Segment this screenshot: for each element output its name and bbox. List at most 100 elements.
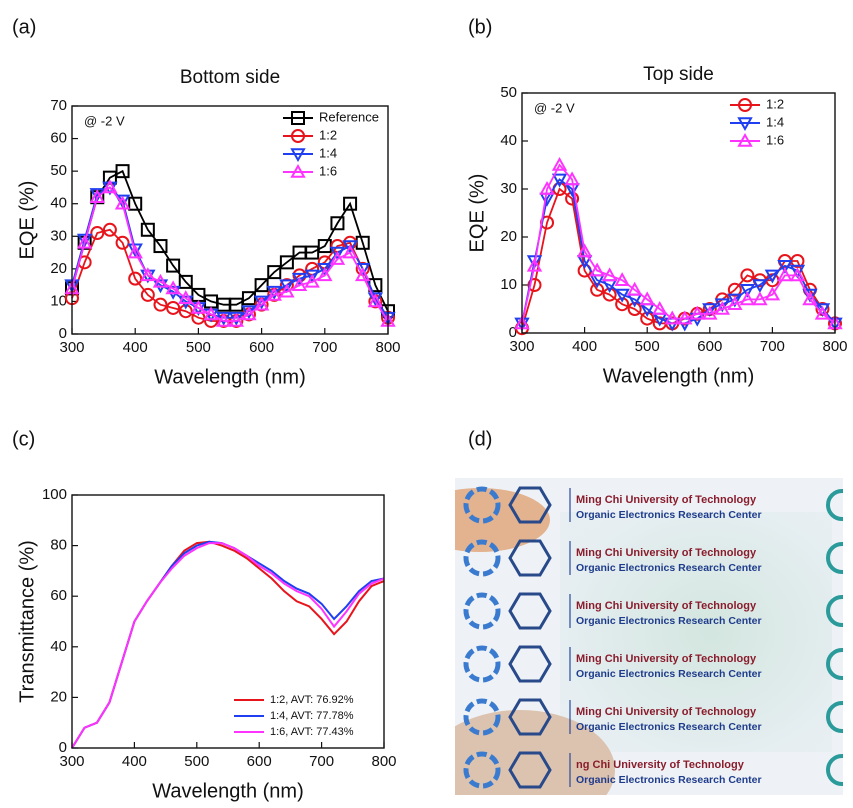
legend-label: 1:6, AVT: 77.43% (270, 726, 354, 738)
marker (115, 235, 130, 250)
logo-ring (826, 648, 843, 680)
x-tick-label: 300 (509, 338, 534, 355)
marker (652, 300, 668, 315)
y-axis-label: Transmittance (%) (16, 540, 38, 703)
marker (190, 299, 207, 314)
legend-label: 1:6 (766, 132, 784, 147)
x-tick-label: 400 (572, 338, 597, 355)
logo-hex (508, 486, 552, 524)
legend-marker (290, 163, 306, 178)
marker (266, 286, 282, 301)
y-tick-label: 30 (50, 227, 67, 244)
marker (789, 264, 806, 279)
x-tick-label: 700 (309, 753, 334, 770)
marker (702, 303, 718, 318)
x-tick-label: 600 (249, 339, 274, 356)
film (560, 512, 832, 752)
series-line (521, 163, 836, 325)
marker (115, 164, 130, 179)
marker (764, 269, 781, 284)
logo-hex (508, 592, 552, 630)
photo-text: Ming Chi University of Technology (576, 653, 757, 665)
plot-frame (71, 494, 385, 749)
marker (777, 267, 793, 282)
y-axis-label: EQE (%) (466, 174, 488, 253)
photo-text: ng Chi University of Technology (576, 759, 745, 771)
panel-label: (b) (468, 16, 492, 38)
series-line (521, 187, 836, 329)
marker (526, 257, 543, 272)
legend-label: Reference (319, 109, 379, 124)
marker (165, 280, 181, 295)
legend-marker (738, 98, 752, 112)
marker (102, 222, 117, 237)
marker (267, 265, 282, 280)
marker (140, 222, 155, 237)
photo-text: Ming Chi University of Technology (576, 494, 757, 506)
series-line (71, 542, 385, 749)
marker (166, 300, 181, 315)
photo-text: Ming Chi University of Technology (576, 547, 757, 559)
photo-text: Organic Electronics Research Center (576, 562, 762, 574)
y-tick-label: 40 (50, 195, 67, 212)
marker (128, 196, 143, 211)
legend-marker (737, 132, 753, 147)
y-axis-label: EQE (%) (16, 181, 38, 260)
marker (152, 273, 169, 288)
marker (76, 234, 93, 249)
y-tick-label: 40 (500, 132, 517, 149)
marker (551, 173, 568, 188)
marker (367, 293, 384, 308)
marker (640, 311, 655, 326)
marker (342, 240, 358, 255)
y-tick-label: 60 (50, 130, 67, 147)
marker (539, 180, 555, 195)
marker (304, 269, 320, 284)
marker (317, 263, 333, 277)
logo-ring (463, 486, 501, 524)
x-tick-label: 800 (371, 753, 396, 770)
logo-ring (463, 539, 501, 577)
logo-ring (826, 754, 843, 786)
marker (191, 310, 206, 325)
x-tick-label: 800 (822, 338, 847, 355)
marker (304, 273, 320, 288)
annotation: @ -2 V (534, 100, 575, 115)
marker (590, 282, 605, 297)
legend-label: 1:4 (319, 145, 337, 160)
photo-text: Ming Chi University of Technology (576, 706, 757, 718)
y-tick-label: 10 (500, 276, 517, 293)
photo-text: Ming Chi University of Technology (576, 600, 757, 612)
panel-label: (a) (12, 16, 36, 38)
marker (689, 305, 705, 320)
marker (355, 267, 371, 282)
y-tick-label: 20 (50, 688, 67, 705)
y-tick-label: 20 (500, 228, 517, 245)
plot-frame (71, 105, 389, 335)
photo-text: Organic Electronics Research Center (576, 721, 762, 733)
marker (291, 277, 308, 291)
legend-marker (291, 129, 305, 143)
legend-label: 1:4 (766, 114, 784, 129)
x-axis-label: Wavelength (nm) (154, 366, 306, 388)
marker (602, 287, 617, 302)
marker (714, 298, 731, 313)
marker (677, 310, 693, 325)
marker (291, 272, 308, 287)
panel-label: (d) (468, 428, 492, 450)
x-tick-label: 400 (123, 339, 148, 356)
marker (178, 304, 193, 319)
legend-marker (737, 117, 753, 132)
legend-marker (290, 148, 306, 163)
annotation: @ -2 V (84, 113, 125, 128)
marker (203, 306, 219, 321)
marker (627, 302, 642, 316)
marker (153, 297, 168, 312)
x-tick-label: 300 (59, 753, 84, 770)
x-tick-label: 400 (122, 753, 147, 770)
legend-label: 1:6 (319, 163, 337, 178)
chart-title: Bottom side (180, 67, 280, 88)
y-tick-label: 50 (50, 162, 67, 179)
marker (140, 267, 156, 282)
marker (241, 306, 257, 321)
